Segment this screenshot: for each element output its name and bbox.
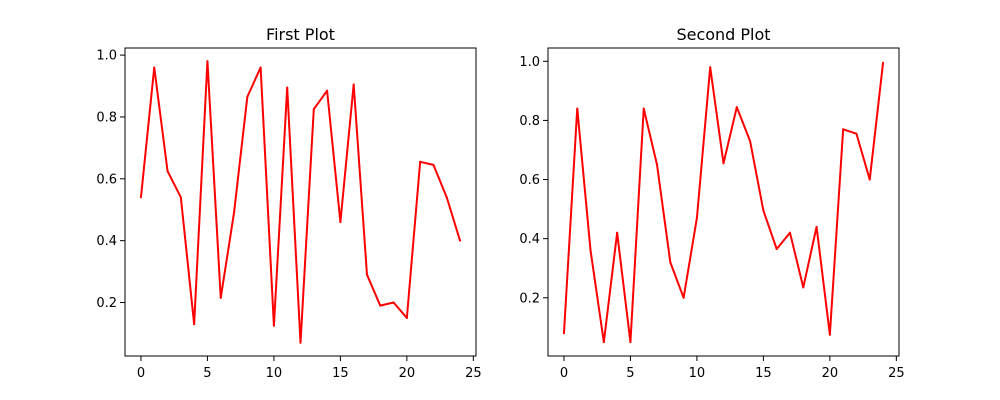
data-point — [709, 66, 712, 69]
y-tick-label: 1.0 — [96, 49, 117, 64]
data-point — [855, 132, 858, 135]
data-point — [669, 261, 672, 264]
series-line — [139, 60, 462, 344]
data-point — [326, 89, 329, 92]
data-point — [642, 107, 645, 110]
first-plot-panel: First Plot 0 5 10 15 20 25 0.2 0.4 0.6 0.8 1.0 — [96, 25, 481, 381]
data-point — [682, 296, 685, 299]
data-point — [445, 196, 448, 199]
data-point — [695, 216, 698, 219]
x-tick-label: 15 — [755, 366, 772, 381]
data-point — [656, 163, 659, 166]
data-point — [206, 60, 209, 63]
x-tick-label: 10 — [689, 366, 706, 381]
data-point — [233, 211, 236, 214]
data-point — [576, 107, 579, 110]
x-tick-label: 5 — [203, 366, 211, 381]
y-tick-label: 0.4 — [96, 234, 117, 249]
axes-frame — [547, 47, 900, 357]
x-tick-label: 10 — [266, 366, 283, 381]
x-tick-label: 5 — [626, 366, 634, 381]
data-point — [153, 66, 156, 69]
data-point — [828, 333, 831, 336]
data-point — [749, 140, 752, 143]
y-tick-label: 0.6 — [519, 173, 540, 188]
data-point — [339, 221, 342, 224]
x-tick-label: 0 — [560, 366, 568, 381]
x-tick-label: 20 — [822, 366, 839, 381]
data-point — [722, 162, 725, 165]
data-point — [868, 178, 871, 181]
data-point — [179, 196, 182, 199]
data-point — [815, 225, 818, 228]
data-point — [882, 61, 885, 64]
x-tick-label: 20 — [399, 366, 416, 381]
data-point — [629, 341, 632, 344]
data-point — [616, 231, 619, 234]
x-tick-label: 15 — [332, 366, 349, 381]
x-tick-label: 0 — [137, 366, 145, 381]
data-point — [459, 239, 462, 242]
data-point — [379, 304, 382, 307]
data-point — [602, 341, 605, 344]
chart-title: First Plot — [266, 25, 335, 44]
data-point — [762, 209, 765, 212]
y-tick-label: 0.8 — [519, 114, 540, 129]
data-point — [219, 296, 222, 299]
y-tick-label: 0.2 — [519, 291, 540, 306]
data-point — [589, 249, 592, 252]
data-point — [432, 163, 435, 166]
series-line — [562, 62, 885, 344]
data-point — [246, 95, 249, 98]
data-point — [352, 83, 355, 86]
data-point — [365, 273, 368, 276]
data-point — [286, 86, 289, 89]
data-point — [166, 170, 169, 173]
data-point — [405, 316, 408, 319]
data-point — [259, 66, 262, 69]
data-point — [419, 160, 422, 163]
y-tick-label: 0.2 — [96, 296, 117, 311]
x-tick-label: 25 — [465, 366, 482, 381]
data-point — [842, 128, 845, 131]
data-point — [788, 231, 791, 234]
data-point — [299, 341, 302, 344]
data-point — [775, 247, 778, 250]
data-point — [139, 196, 142, 199]
y-tick-label: 0.6 — [96, 172, 117, 187]
data-point — [392, 301, 395, 304]
data-point — [193, 323, 196, 326]
second-plot-panel: Second Plot 0 5 10 15 20 25 0.2 0.4 0.6 0.8 1.0 — [519, 25, 904, 381]
data-point — [802, 286, 805, 289]
chart-title: Second Plot — [676, 25, 770, 44]
data-point — [735, 106, 738, 109]
y-tick-label: 0.8 — [96, 110, 117, 125]
x-tick-label: 25 — [888, 366, 905, 381]
data-point — [312, 108, 315, 111]
data-point — [562, 332, 565, 335]
y-tick-label: 0.4 — [519, 232, 540, 247]
axes-frame — [124, 47, 477, 357]
y-tick-label: 1.0 — [519, 55, 540, 70]
data-point — [272, 324, 275, 327]
